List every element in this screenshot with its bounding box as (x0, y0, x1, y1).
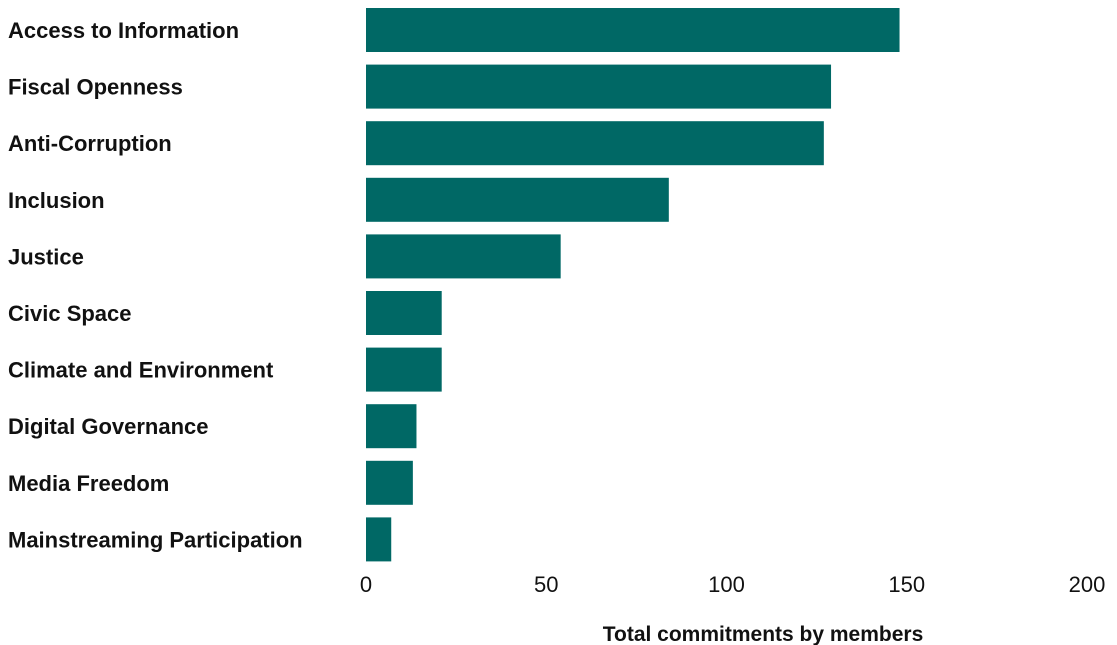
bar (366, 121, 824, 166)
category-label: Media Freedom (8, 471, 169, 496)
category-label: Inclusion (8, 188, 105, 213)
x-tick-label: 100 (708, 572, 745, 597)
category-label: Justice (8, 244, 84, 269)
bar (366, 404, 417, 449)
x-tick-label: 50 (534, 572, 558, 597)
category-label: Anti-Corruption (8, 131, 172, 156)
bar (366, 177, 669, 222)
x-tick-label: 200 (1069, 572, 1106, 597)
x-tick-label: 150 (888, 572, 925, 597)
category-labels: Access to Information Fiscal Openness Anti… (8, 18, 303, 552)
category-label: Civic Space (8, 301, 132, 326)
x-tick-label: 0 (360, 572, 372, 597)
category-label: Climate and Environment (8, 358, 274, 383)
bar (366, 347, 442, 392)
category-label: Access to Information (8, 18, 239, 43)
category-label: Digital Governance (8, 414, 209, 439)
bar (366, 517, 392, 562)
bar (366, 460, 413, 505)
category-label: Fiscal Openness (8, 75, 183, 100)
bar (366, 234, 561, 279)
bars (366, 8, 900, 562)
bar (366, 64, 832, 109)
x-axis-ticks: 0 50 100 150 200 (360, 572, 1105, 597)
x-axis-title: Total commitments by members (603, 623, 924, 645)
bar (366, 8, 900, 52)
category-label: Mainstreaming Participation (8, 527, 303, 552)
bar (366, 291, 442, 335)
